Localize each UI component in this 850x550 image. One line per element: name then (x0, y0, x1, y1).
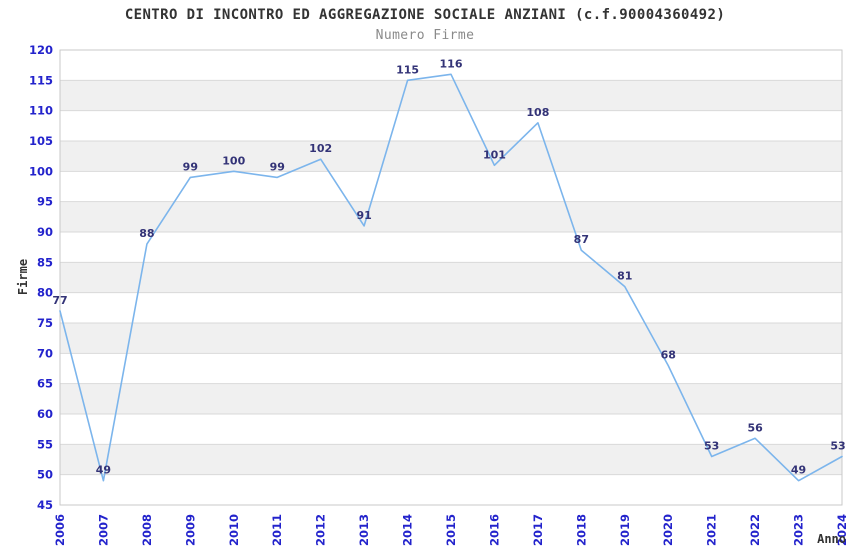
data-label: 100 (222, 154, 245, 167)
x-axis-title: Anno (817, 532, 846, 546)
y-axis-title: Firme (16, 259, 30, 295)
series-line (59, 73, 843, 482)
x-tick-label: 2018 (574, 514, 588, 546)
y-tick-label: 75 (37, 316, 53, 330)
data-label: 68 (661, 348, 676, 361)
x-tick-label: 2013 (357, 514, 371, 546)
data-label: 56 (747, 421, 763, 434)
plot-band (60, 141, 842, 172)
x-tick-label: 2017 (531, 514, 545, 546)
x-tick-label: 2016 (487, 514, 501, 546)
y-tick-label: 115 (29, 73, 53, 87)
x-tick-label: 2019 (618, 514, 632, 546)
data-label: 49 (791, 464, 806, 477)
data-label: 81 (617, 270, 632, 283)
y-tick-label: 90 (37, 225, 53, 239)
x-tick-label: 2023 (792, 514, 806, 546)
plot-band (60, 80, 842, 111)
data-label: 108 (526, 106, 549, 119)
y-tick-label: 110 (29, 104, 53, 118)
y-tick-label: 50 (37, 468, 53, 482)
x-tick-label: 2014 (401, 514, 415, 546)
y-tick-label: 70 (37, 346, 53, 360)
data-label: 87 (574, 233, 589, 246)
plot-band (60, 444, 842, 475)
y-tick-label: 65 (37, 377, 53, 391)
y-tick-label: 85 (37, 255, 53, 269)
data-label: 53 (704, 439, 719, 452)
x-tick-label: 2020 (661, 514, 675, 546)
data-label: 77 (52, 294, 67, 307)
data-label: 49 (96, 464, 111, 477)
x-tick-label: 2009 (183, 514, 197, 546)
data-label: 115 (396, 63, 419, 76)
x-tick-label: 2022 (748, 514, 762, 546)
x-tick-label: 2008 (140, 514, 154, 546)
plot-band (60, 262, 842, 293)
data-label: 99 (270, 160, 285, 173)
data-label: 101 (483, 148, 506, 161)
y-tick-label: 120 (29, 43, 53, 57)
plot-band (60, 201, 842, 232)
x-tick-label: 2012 (314, 514, 328, 546)
y-tick-label: 100 (29, 164, 53, 178)
x-tick-label: 2015 (444, 514, 458, 546)
y-tick-label: 95 (37, 195, 53, 209)
plot-band (60, 323, 842, 354)
x-tick-label: 2021 (705, 514, 719, 546)
y-tick-label: 60 (37, 407, 53, 421)
y-tick-label: 80 (37, 286, 53, 300)
plot-border (59, 49, 843, 506)
data-label: 88 (139, 227, 154, 240)
data-label: 102 (309, 142, 332, 155)
y-tick-label: 105 (29, 134, 53, 148)
y-tick-label: 45 (37, 498, 53, 512)
x-tick-label: 2011 (270, 514, 284, 546)
x-tick-label: 2024 (835, 514, 849, 546)
x-tick-label: 2007 (96, 514, 110, 546)
plot-area: 45 50 55 60 65 70 75 80 85 90 95 100 105 110 115 120 200… (29, 43, 849, 546)
data-label: 99 (183, 160, 198, 173)
x-tick-label: 2010 (227, 514, 241, 546)
data-label: 116 (440, 57, 463, 70)
chart-title: CENTRO DI INCONTRO ED AGGREGAZIONE SOCIA… (124, 7, 726, 23)
data-label: 91 (356, 209, 371, 222)
x-tick-label: 2006 (53, 514, 67, 546)
data-label: 53 (830, 439, 845, 452)
chart-subtitle: Numero Firme (375, 28, 475, 43)
plot-band (60, 383, 842, 414)
y-tick-label: 55 (37, 437, 53, 451)
